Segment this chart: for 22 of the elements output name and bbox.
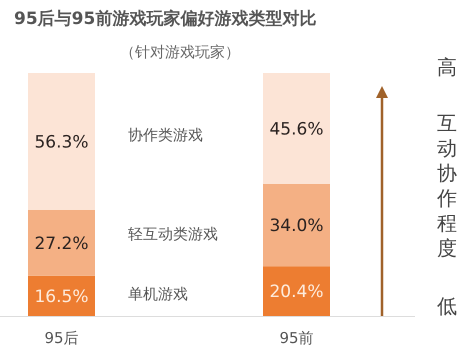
text: 低 bbox=[437, 294, 457, 318]
bar bbox=[263, 266, 330, 316]
bar bbox=[263, 73, 330, 184]
chart-subtitle: （针对游戏玩家） bbox=[120, 43, 240, 61]
data-label: 45.6% bbox=[269, 119, 324, 140]
data-label: 20.4% bbox=[269, 282, 324, 302]
x-tick-label: 95后 bbox=[44, 329, 79, 347]
text: 高 bbox=[437, 55, 457, 79]
bar bbox=[28, 210, 95, 276]
bar bbox=[28, 276, 95, 316]
text: 互动协作程度 bbox=[436, 111, 457, 260]
data-label: 16.5% bbox=[34, 286, 89, 307]
chart-title: 95后与95前游戏玩家偏好游戏类型对比 bbox=[14, 9, 316, 29]
x-tick-label: 95前 bbox=[279, 329, 314, 347]
data-label: 27.2% bbox=[34, 234, 89, 254]
data-label: 56.3% bbox=[34, 132, 89, 152]
bar bbox=[263, 184, 330, 266]
text: 轻互动类游戏 bbox=[128, 225, 218, 244]
text: 单机游戏 bbox=[128, 284, 188, 303]
text: 协作类游戏 bbox=[128, 126, 203, 144]
bar bbox=[28, 73, 95, 210]
data-label: 34.0% bbox=[269, 216, 324, 236]
